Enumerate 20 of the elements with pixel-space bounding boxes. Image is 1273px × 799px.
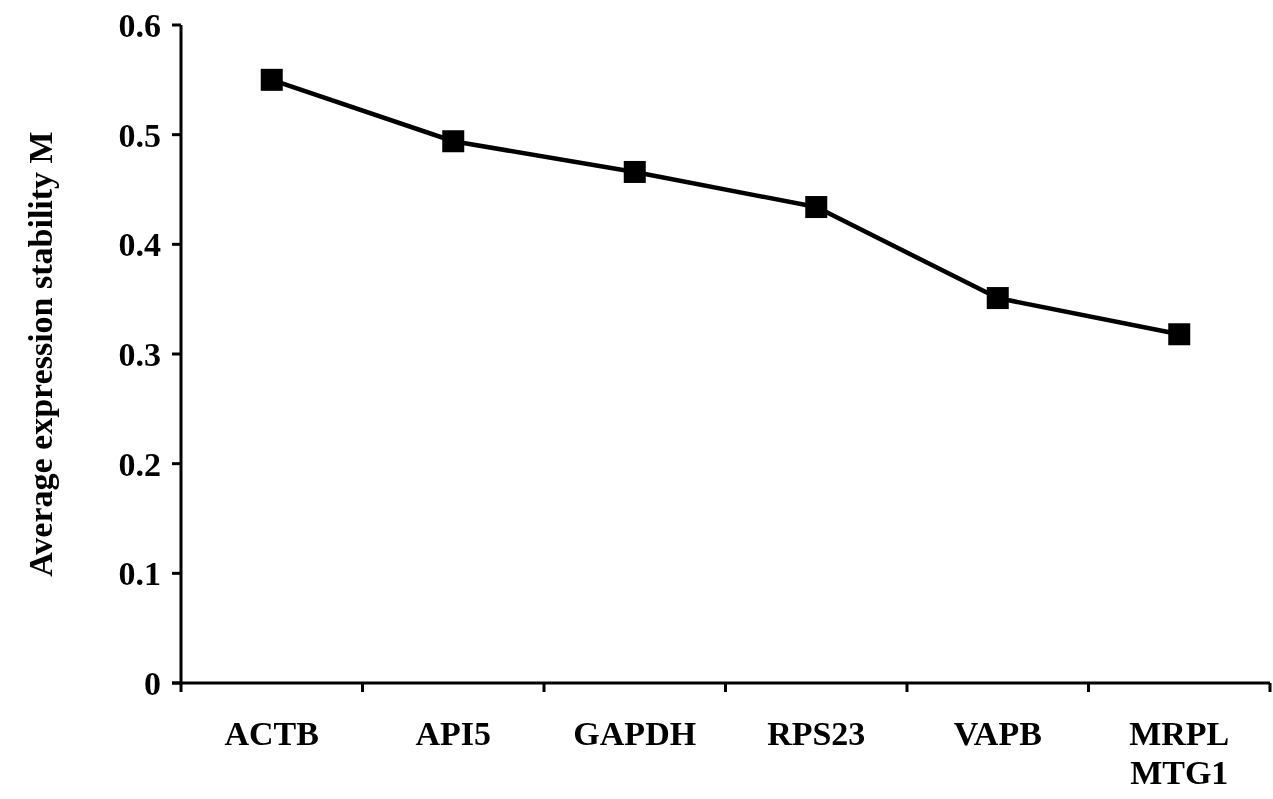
point <box>986 287 1009 310</box>
point <box>805 196 828 219</box>
y-tick-label: 0.4 <box>118 226 161 264</box>
y-tick-label: 0.6 <box>118 6 161 44</box>
x-tick-label: GAPDH <box>573 715 697 752</box>
x-tick-label: API5 <box>415 715 492 752</box>
y-tick-label: 0.3 <box>118 335 161 373</box>
point <box>623 160 646 183</box>
point <box>1168 323 1191 346</box>
x-tick-label: RPS23 <box>767 715 866 752</box>
y-tick-label: 0.1 <box>118 555 161 593</box>
y-axis-title: Average expression stability M <box>22 131 59 577</box>
y-tick-label: 0 <box>144 664 161 702</box>
point <box>442 130 465 153</box>
y-tick-label: 0.2 <box>118 445 161 483</box>
x-tick-label: MRPL MTG1 <box>1129 715 1230 792</box>
y-tick-label: 0.5 <box>118 116 161 154</box>
x-tick-label: ACTB <box>224 715 319 752</box>
point <box>260 68 283 91</box>
x-tick-label: VAPB <box>953 715 1042 752</box>
